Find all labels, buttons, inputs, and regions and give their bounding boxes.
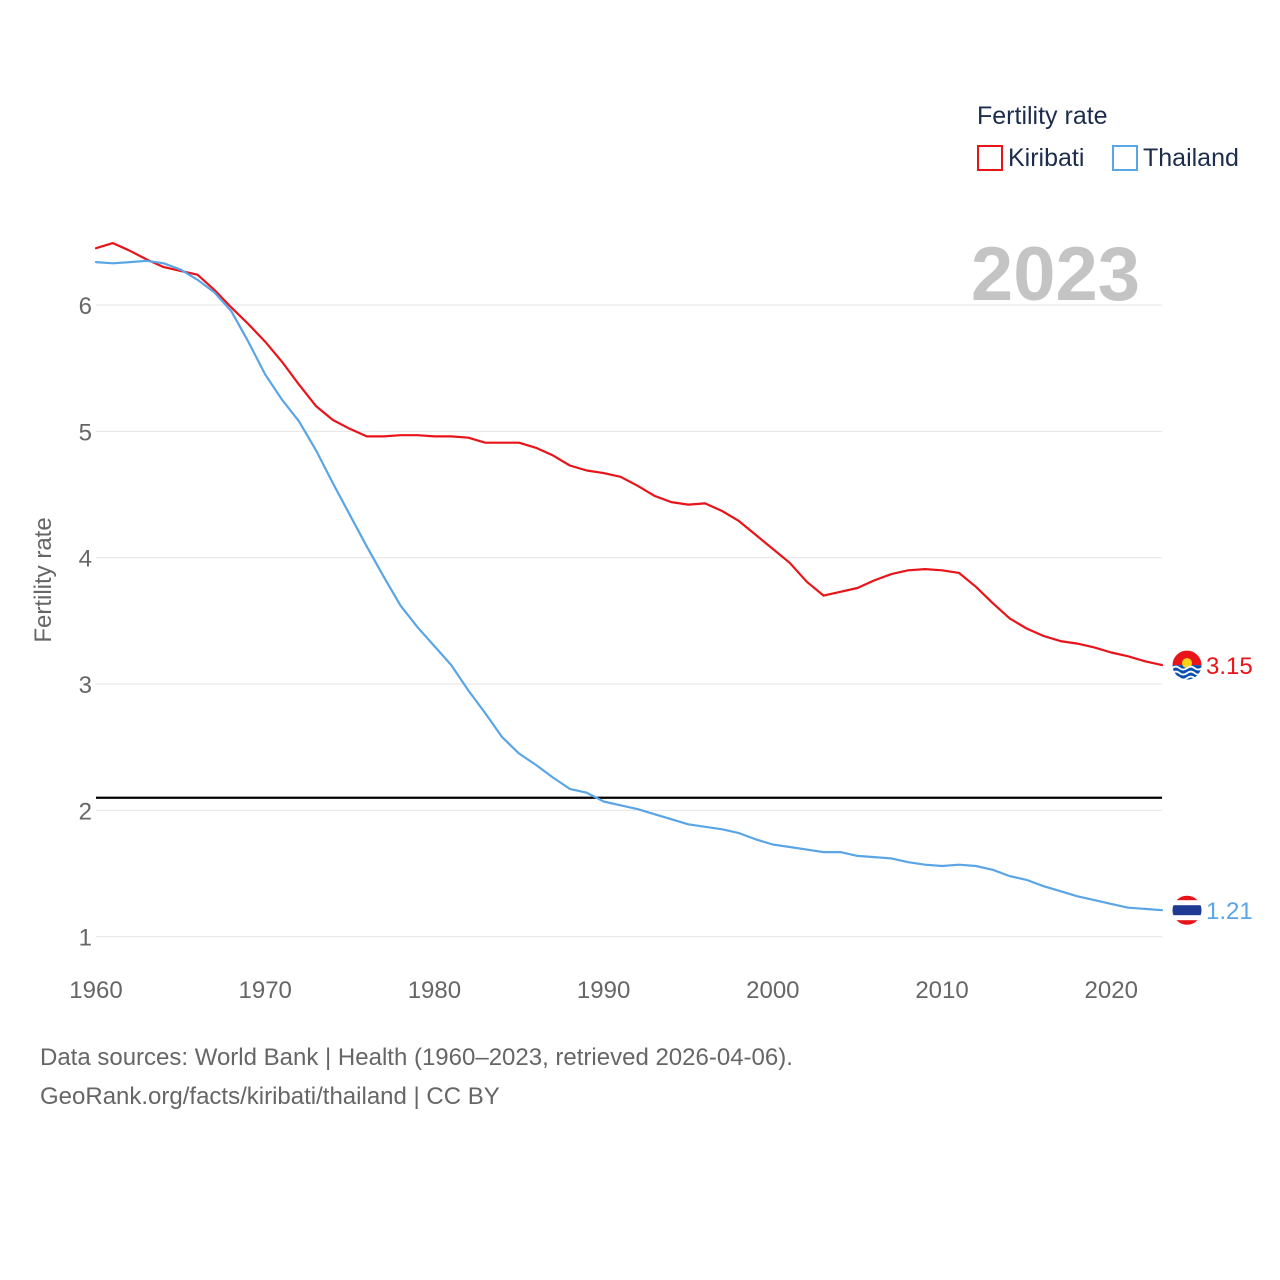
y-tick-4: 4 xyxy=(79,546,92,573)
y-tick-5: 5 xyxy=(79,419,92,446)
series-group xyxy=(94,242,1164,912)
footer-credit: GeoRank.org/facts/kiribati/thailand | CC… xyxy=(40,1083,500,1110)
gridlines xyxy=(96,304,1162,938)
end-label-kiribati: 3.15 xyxy=(1206,653,1253,680)
legend-swatch-thailand[interactable] xyxy=(1112,145,1138,171)
footer-source: Data sources: World Bank | Health (1960–… xyxy=(40,1044,793,1071)
series-line-thailand[interactable] xyxy=(94,259,1164,912)
y-tick-3: 3 xyxy=(79,672,92,699)
legend: Fertility rate Kiribati Thailand xyxy=(977,102,1239,172)
end-label-thailand: 1.21 xyxy=(1206,898,1253,925)
y-axis-title: Fertility rate xyxy=(30,517,57,642)
legend-swatch-kiribati[interactable] xyxy=(977,145,1003,171)
y-tick-6: 6 xyxy=(79,293,92,320)
x-tick-2010: 2010 xyxy=(915,977,968,1004)
x-tick-1960: 1960 xyxy=(69,977,122,1004)
y-axis: 1 2 3 4 5 6 xyxy=(79,293,92,952)
end-markers: 3.15 1.21 xyxy=(1171,649,1253,926)
x-tick-2000: 2000 xyxy=(746,977,799,1004)
x-tick-1990: 1990 xyxy=(577,977,630,1004)
legend-title: Fertility rate xyxy=(977,102,1108,130)
legend-label-kiribati[interactable]: Kiribati xyxy=(1008,144,1084,172)
year-label: 2023 xyxy=(971,232,1140,317)
x-tick-1980: 1980 xyxy=(408,977,461,1004)
x-tick-1970: 1970 xyxy=(239,977,292,1004)
flag-icon-thailand xyxy=(1171,894,1203,926)
legend-label-thailand[interactable]: Thailand xyxy=(1143,144,1239,172)
y-tick-2: 2 xyxy=(79,798,92,825)
series-line-kiribati[interactable] xyxy=(94,242,1164,667)
flag-icon-kiribati xyxy=(1171,649,1203,681)
x-axis: 1960 1970 1980 1990 2000 2010 2020 xyxy=(69,977,1138,1004)
y-tick-1: 1 xyxy=(79,925,92,952)
x-tick-2020: 2020 xyxy=(1085,977,1138,1004)
